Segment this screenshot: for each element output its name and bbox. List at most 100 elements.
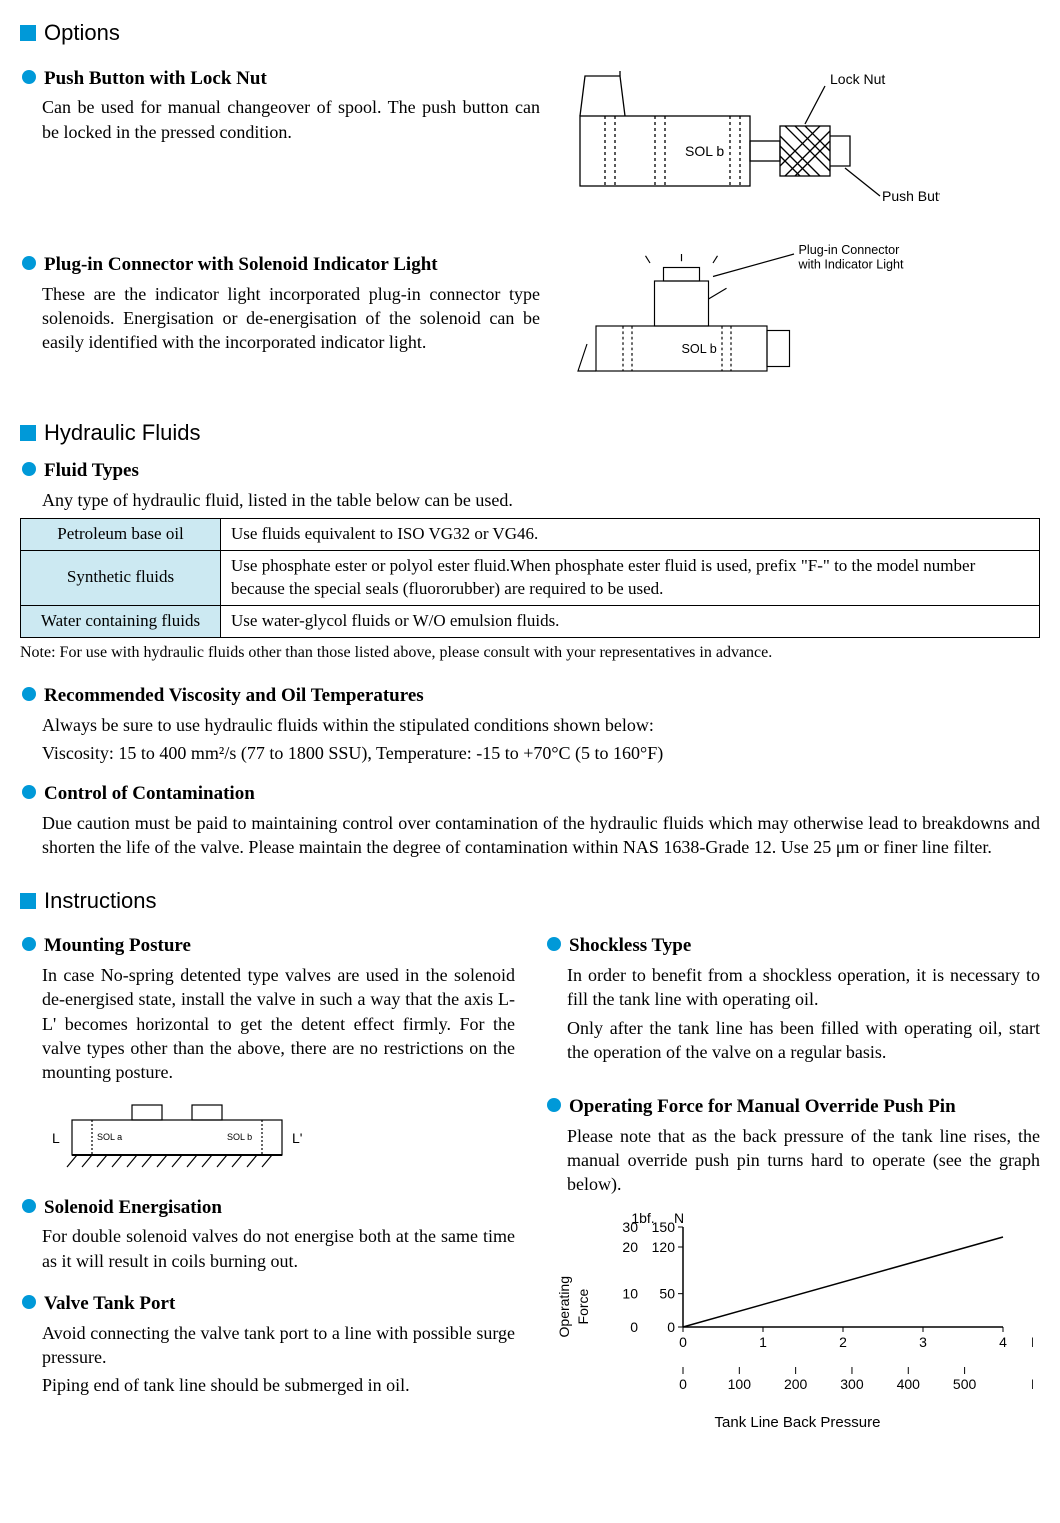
- svg-text:SOL b: SOL b: [227, 1132, 252, 1142]
- override-body: Please note that as the back pressure of…: [567, 1124, 1040, 1197]
- svg-text:100: 100: [727, 1376, 751, 1392]
- chart-xlabel: Tank Line Back Pressure: [555, 1413, 1040, 1433]
- lock-nut-label: Lock Nut: [830, 71, 885, 87]
- table-row: Water containing fluidsUse water-glycol …: [21, 605, 1040, 637]
- circle-bullet-icon: [22, 70, 36, 84]
- circle-bullet-icon: [547, 937, 561, 951]
- circle-bullet-icon: [547, 1098, 561, 1112]
- svg-text:0: 0: [630, 1319, 638, 1335]
- svg-text:0: 0: [679, 1376, 687, 1392]
- svg-text:3: 3: [919, 1334, 927, 1350]
- connector-body: These are the indicator light incorporat…: [42, 282, 540, 355]
- svg-text:200: 200: [784, 1376, 808, 1392]
- mounting-body: In case No-spring detented type valves a…: [42, 963, 515, 1084]
- fluids-table: Petroleum base oilUse fluids equivalent …: [20, 518, 1040, 638]
- instructions-right-col: Shockless Type In order to benefit from …: [545, 923, 1040, 1433]
- svg-text:MPa: MPa: [1031, 1334, 1033, 1350]
- viscosity-line1: Always be sure to use hydraulic fluids w…: [42, 713, 1040, 737]
- tank-port-heading: Valve Tank Port: [22, 1291, 515, 1317]
- push-button-body: Can be used for manual changeover of spo…: [42, 95, 540, 144]
- solenoid-body: For double solenoid valves do not energi…: [42, 1224, 515, 1273]
- svg-text:20: 20: [622, 1239, 638, 1255]
- svg-text:150: 150: [651, 1219, 675, 1235]
- table-row: Petroleum base oilUse fluids equivalent …: [21, 518, 1040, 550]
- circle-bullet-icon: [22, 462, 36, 476]
- svg-text:10: 10: [622, 1285, 638, 1301]
- section-title-fluids: Hydraulic Fluids: [20, 418, 1040, 448]
- svg-text:0: 0: [679, 1334, 687, 1350]
- connector-heading: Plug-in Connector with Solenoid Indicato…: [22, 252, 540, 278]
- push-button-heading-text: Push Button with Lock Nut: [44, 66, 267, 92]
- shockless-body2: Only after the tank line has been filled…: [567, 1016, 1040, 1065]
- section-title-options: Options: [20, 18, 1040, 48]
- contamination-heading-text: Control of Contamination: [44, 781, 255, 807]
- override-heading-text: Operating Force for Manual Override Push…: [569, 1094, 956, 1120]
- section-title-instructions: Instructions: [20, 886, 1040, 916]
- svg-text:PSI: PSI: [1031, 1376, 1033, 1392]
- circle-bullet-icon: [22, 937, 36, 951]
- connector-callout-2: with Indicator Light: [798, 257, 905, 271]
- instructions-left-col: Mounting Posture In case No-spring deten…: [20, 923, 515, 1433]
- mounting-diagram: L L' SOL a SOL b: [42, 1095, 515, 1181]
- shockless-heading: Shockless Type: [547, 933, 1040, 959]
- circle-bullet-icon: [22, 1199, 36, 1213]
- svg-text:4: 4: [999, 1334, 1007, 1350]
- solenoid-heading: Solenoid Energisation: [22, 1195, 515, 1221]
- tank-port-body1: Avoid connecting the valve tank port to …: [42, 1321, 515, 1370]
- square-bullet-icon: [20, 25, 36, 41]
- square-bullet-icon: [20, 893, 36, 909]
- push-button-diagram: SOL b L: [560, 56, 940, 222]
- viscosity-heading: Recommended Viscosity and Oil Temperatur…: [22, 683, 1040, 709]
- fluids-note: Note: For use with hydraulic fluids othe…: [20, 642, 1040, 664]
- fluid-desc-cell: Use phosphate ester or polyol ester flui…: [221, 550, 1040, 605]
- circle-bullet-icon: [22, 256, 36, 270]
- tank-port-body2: Piping end of tank line should be submer…: [42, 1373, 515, 1397]
- mounting-heading: Mounting Posture: [22, 933, 515, 959]
- circle-bullet-icon: [22, 785, 36, 799]
- svg-text:30: 30: [622, 1219, 638, 1235]
- contamination-heading: Control of Contamination: [22, 781, 1040, 807]
- connector-diagram: SOL b Plug-in Connector with Indicator L…: [560, 242, 920, 398]
- instructions-title: Instructions: [44, 886, 157, 916]
- fluid-types-heading-text: Fluid Types: [44, 458, 139, 484]
- svg-text:L: L: [52, 1130, 60, 1146]
- push-button-label: Push Button: [882, 188, 940, 204]
- svg-text:1: 1: [759, 1334, 767, 1350]
- fluids-title: Hydraulic Fluids: [44, 418, 201, 448]
- mounting-heading-text: Mounting Posture: [44, 933, 191, 959]
- svg-text:400: 400: [896, 1376, 920, 1392]
- override-chart: OperatingForce 1bf.N00501012020150300123…: [555, 1207, 1040, 1433]
- options-title: Options: [44, 18, 120, 48]
- circle-bullet-icon: [22, 1295, 36, 1309]
- svg-text:500: 500: [953, 1376, 977, 1392]
- svg-text:120: 120: [651, 1239, 675, 1255]
- tank-port-heading-text: Valve Tank Port: [44, 1291, 175, 1317]
- square-bullet-icon: [20, 425, 36, 441]
- svg-text:50: 50: [659, 1285, 675, 1301]
- fluid-desc-cell: Use fluids equivalent to ISO VG32 or VG4…: [221, 518, 1040, 550]
- option-connector: Plug-in Connector with Solenoid Indicato…: [20, 242, 1040, 398]
- chart-ylabel: OperatingForce: [555, 1276, 593, 1337]
- svg-text:SOL b: SOL b: [682, 342, 717, 356]
- fluid-type-cell: Synthetic fluids: [21, 550, 221, 605]
- circle-bullet-icon: [22, 687, 36, 701]
- table-row: Synthetic fluidsUse phosphate ester or p…: [21, 550, 1040, 605]
- fluid-types-heading: Fluid Types: [22, 458, 1040, 484]
- contamination-body: Due caution must be paid to maintaining …: [42, 811, 1040, 860]
- fluid-type-cell: Petroleum base oil: [21, 518, 221, 550]
- push-button-heading: Push Button with Lock Nut: [22, 66, 540, 92]
- fluid-desc-cell: Use water-glycol fluids or W/O emulsion …: [221, 605, 1040, 637]
- shockless-body1: In order to benefit from a shockless ope…: [567, 963, 1040, 1012]
- svg-text:0: 0: [667, 1319, 675, 1335]
- override-heading: Operating Force for Manual Override Push…: [547, 1094, 1040, 1120]
- svg-text:SOL b: SOL b: [685, 143, 724, 159]
- fluid-type-cell: Water containing fluids: [21, 605, 221, 637]
- shockless-heading-text: Shockless Type: [569, 933, 691, 959]
- svg-text:L': L': [292, 1130, 302, 1146]
- viscosity-line2: Viscosity: 15 to 400 mm²/s (77 to 1800 S…: [42, 741, 1040, 765]
- svg-text:300: 300: [840, 1376, 864, 1392]
- option-push-button: Push Button with Lock Nut Can be used fo…: [20, 56, 1040, 222]
- svg-text:2: 2: [839, 1334, 847, 1350]
- connector-heading-text: Plug-in Connector with Solenoid Indicato…: [44, 252, 438, 278]
- solenoid-heading-text: Solenoid Energisation: [44, 1195, 222, 1221]
